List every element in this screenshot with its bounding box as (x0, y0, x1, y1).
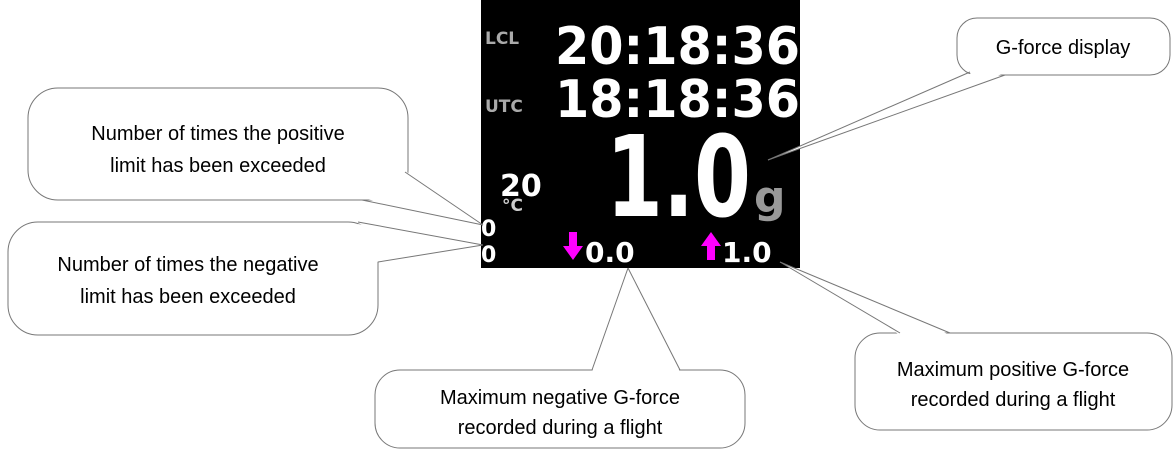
callout: Maximum negative G-force recorded during… (374, 267, 746, 449)
g-force: 1.0 (606, 113, 751, 243)
callout: Number of times the positive limit has b… (27, 87, 484, 226)
g-unit: g (754, 172, 786, 223)
utc-label: UTC (485, 97, 523, 117)
utc-time: 18:18:36 (555, 70, 800, 130)
local-label: LCL (485, 29, 519, 49)
callout-bubble (854, 332, 1173, 431)
callout-text: Number of times the negative (57, 254, 318, 276)
callout-pointer (767, 71, 971, 161)
callout-text: recorded during a flight (911, 389, 1116, 411)
down-arrow-icon (563, 232, 583, 260)
callout-tail (358, 224, 483, 262)
callout-bubble (374, 369, 746, 449)
callout: Number of times the negative limit has b… (7, 221, 484, 336)
callout-text: recorded during a flight (458, 417, 663, 439)
callout-bubble (27, 87, 409, 201)
callout-bubble (7, 221, 379, 336)
callout-pointer (627, 267, 681, 371)
positive-exceed-count: 0 (481, 217, 496, 242)
callout-tail (592, 268, 680, 372)
max-negative: 0.0 (585, 236, 635, 269)
callout-pointer (779, 261, 901, 334)
callout-tail (362, 170, 483, 225)
callout-pointer (404, 171, 484, 226)
callout: G-force display (767, 17, 1171, 161)
callout-pointer (779, 261, 951, 334)
callout-text: G-force display (996, 37, 1131, 59)
callout-text: Maximum positive G-force (897, 359, 1129, 381)
local-time: 20:18:36 (555, 17, 800, 77)
callout-text: limit has been exceeded (110, 155, 326, 177)
temperature-unit: °C (502, 196, 523, 216)
callout-text: limit has been exceeded (80, 286, 296, 308)
up-arrow-icon (701, 232, 721, 260)
callout: Maximum positive G-force recorded during… (779, 261, 1173, 431)
callout-pointer (361, 199, 484, 226)
callout-pointer (767, 74, 1006, 161)
callout-text: Maximum negative G-force (440, 387, 680, 409)
max-positive: 1.0 (722, 236, 772, 269)
negative-exceed-count: 0 (481, 243, 496, 268)
callout-pointer (591, 267, 629, 371)
callout-pointer (377, 244, 484, 263)
screen-background (481, 0, 800, 268)
device-screen: LCL 20:18:36 UTC 18:18:36 20 °C 1.0 g 0 … (481, 0, 800, 269)
temperature: 20 (500, 169, 542, 204)
callout-text: Number of times the positive (91, 123, 344, 145)
callout-bubble (956, 17, 1171, 76)
callout-pointer (357, 221, 484, 246)
